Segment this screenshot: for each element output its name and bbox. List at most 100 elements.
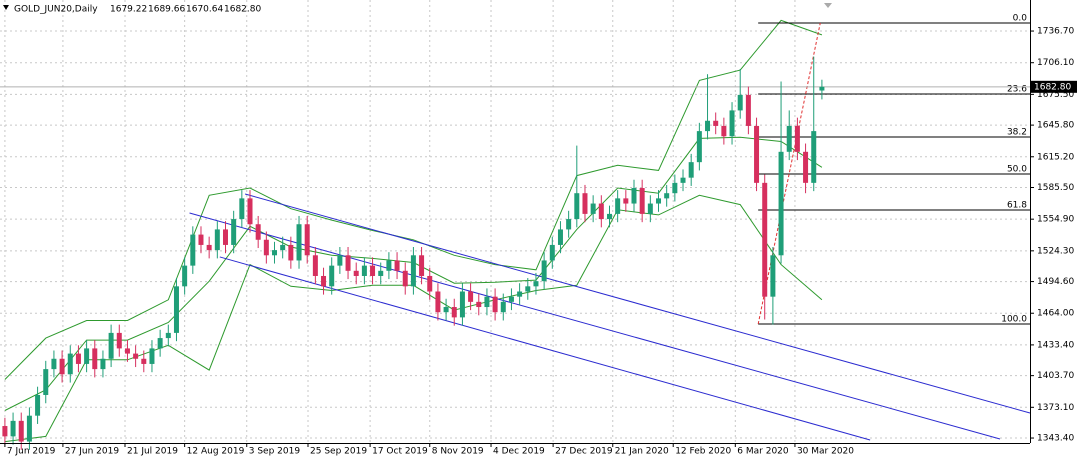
candle-body <box>206 244 212 251</box>
candle-body <box>476 301 482 308</box>
candle-body <box>402 270 408 287</box>
y-tick-label: 1464.00 <box>1037 309 1074 319</box>
candle-body <box>312 255 318 276</box>
candle-body <box>386 260 392 271</box>
candle-body <box>173 286 179 333</box>
candle-body <box>255 224 261 240</box>
candle-body <box>606 213 612 220</box>
candle-body <box>214 229 220 251</box>
candle-body <box>541 260 547 282</box>
y-tick-label: 1675.50 <box>1037 90 1074 100</box>
candle-body <box>10 420 16 437</box>
fib-level-label: 100.0 <box>1001 314 1027 324</box>
candle-body <box>672 182 678 194</box>
last-price-box <box>1031 80 1077 93</box>
candle-body <box>108 332 114 359</box>
candle-body <box>713 120 719 126</box>
candle-body <box>116 332 122 349</box>
candle-body <box>468 291 474 302</box>
candle-body <box>370 265 376 276</box>
x-tick-label: 6 Mar 2020 <box>737 447 789 457</box>
collapse-icon[interactable] <box>3 5 9 10</box>
x-tick-label: 12 Feb 2020 <box>675 447 731 457</box>
candle-body <box>222 229 228 245</box>
candle-body <box>574 193 580 220</box>
header: GOLD_JUN20,Daily 1679.22 1689.66 1670.64… <box>14 5 261 15</box>
candle-body <box>729 110 735 137</box>
fib-level-label: 23.6 <box>1007 84 1027 94</box>
candle-body <box>410 255 416 287</box>
candle-body <box>353 270 359 276</box>
candle-body <box>533 281 539 287</box>
candle-body <box>786 125 792 152</box>
candle-body <box>737 94 743 111</box>
x-tick-label: 17 Oct 2019 <box>372 447 428 457</box>
candle-body <box>451 307 457 318</box>
x-tick-label: 27 Jun 2019 <box>65 447 119 457</box>
candle-body <box>549 244 555 261</box>
candle-body <box>345 255 351 271</box>
y-tick-label: 1736.70 <box>1037 27 1074 37</box>
candle-body <box>239 198 245 220</box>
x-tick-label: 25 Sep 2019 <box>310 447 367 457</box>
y-tick-label: 1343.40 <box>1037 434 1074 444</box>
candle-body <box>165 332 171 339</box>
candle-body <box>149 348 155 364</box>
candle-body <box>75 353 81 364</box>
candle-body <box>557 229 563 245</box>
candle-body <box>18 420 24 442</box>
candle-body <box>721 125 727 137</box>
candle-body <box>459 291 465 318</box>
candle-body <box>272 250 278 256</box>
channel-line <box>189 212 1001 440</box>
candle-body <box>296 224 302 261</box>
candle-body <box>288 244 294 261</box>
candle-body <box>263 239 269 256</box>
candle-body <box>598 203 604 220</box>
y-tick-label: 1433.40 <box>1037 340 1074 350</box>
x-tick-label: 7 Jun 2019 <box>7 447 56 457</box>
y-tick-label: 1554.90 <box>1037 215 1074 225</box>
candle-body <box>492 296 498 313</box>
candle-body <box>26 415 32 442</box>
candle-body <box>124 348 130 354</box>
y-tick-label: 1403.70 <box>1037 371 1074 381</box>
candle-body <box>329 265 335 287</box>
y-tick-label: 1645.80 <box>1037 121 1074 131</box>
candle-body <box>525 286 531 292</box>
candle-body <box>803 151 809 183</box>
candle-body <box>427 275 433 292</box>
candle-body <box>688 162 694 178</box>
candle-body <box>190 234 196 266</box>
candle-body <box>59 358 65 375</box>
candle-body <box>484 296 490 308</box>
candle-body <box>198 234 204 245</box>
candle-body <box>500 301 506 313</box>
fib-level-label: 50.0 <box>1007 164 1027 174</box>
y-tick-label: 1494.60 <box>1037 277 1074 287</box>
x-tick-label: 4 Dec 2019 <box>493 447 545 457</box>
candle-body <box>419 255 425 276</box>
ohlc-open: 1679.22 <box>110 5 147 15</box>
y-tick-label: 1524.30 <box>1037 246 1074 256</box>
candle-body <box>615 198 621 214</box>
x-tick-label: 21 Jan 2020 <box>615 447 669 457</box>
candle-body <box>656 198 662 204</box>
y-tick-label: 1585.50 <box>1037 183 1074 193</box>
candle-body <box>647 203 653 214</box>
marks <box>2 56 825 450</box>
x-tick-label: 8 Nov 2019 <box>432 447 484 457</box>
shift-marker <box>824 3 832 8</box>
candle-body <box>582 193 588 214</box>
last-price-label: 1682.80 <box>1034 82 1071 92</box>
candle-body <box>443 307 449 313</box>
candle-body <box>378 270 384 276</box>
candle-body <box>92 348 98 370</box>
candle-body <box>304 224 310 256</box>
candle-body <box>280 244 286 251</box>
candle-body <box>67 353 73 375</box>
x-tick-label: 27 Dec 2019 <box>555 447 613 457</box>
